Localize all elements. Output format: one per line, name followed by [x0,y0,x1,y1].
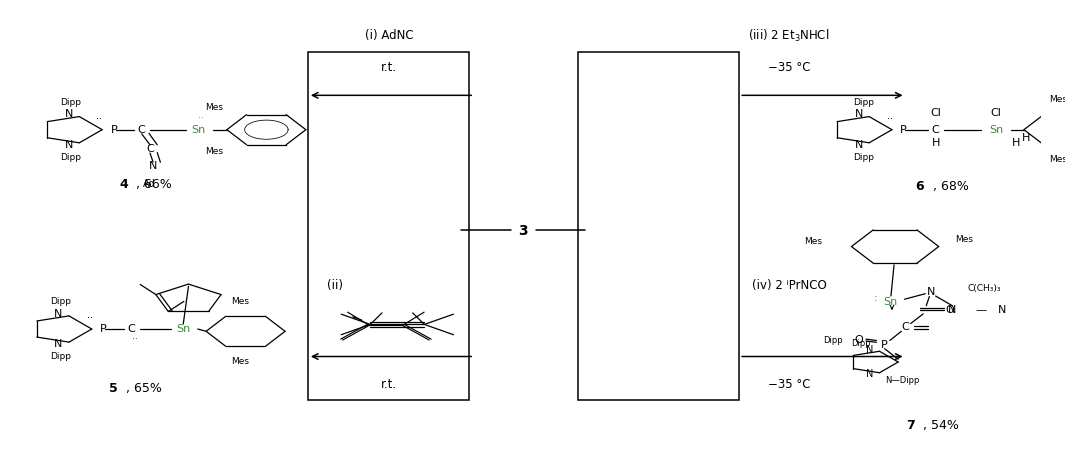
Text: N: N [928,287,936,297]
Text: (iv) 2 ⁱPrNCO: (iv) 2 ⁱPrNCO [752,279,826,292]
Text: Mes: Mes [231,297,249,306]
Text: C: C [932,124,939,135]
Text: H: H [1012,138,1020,148]
Text: C: C [146,144,153,154]
Text: Dipp: Dipp [61,98,82,106]
Text: Mes: Mes [231,356,249,366]
Text: N: N [854,140,863,150]
Text: Dipp: Dipp [823,337,843,345]
Text: ··: ·· [96,114,102,124]
Text: P: P [111,124,117,135]
Text: Mes: Mes [204,147,223,156]
Text: Dipp: Dipp [50,297,71,306]
Bar [308,52,469,400]
Text: N: N [65,140,73,150]
Text: Cl: Cl [990,108,1001,118]
Text: Mes: Mes [804,237,822,247]
Text: (i) AdNC: (i) AdNC [364,29,413,42]
Text: N: N [866,369,873,379]
Text: (iii) 2 Et$_3$NHCl: (iii) 2 Et$_3$NHCl [749,28,830,44]
Text: r.t.: r.t. [381,378,397,390]
Text: C: C [128,324,135,334]
Text: Dipp: Dipp [853,153,874,162]
Text: 7: 7 [906,419,915,432]
Text: Sn: Sn [988,124,1003,135]
Text: , 54%: , 54% [923,419,958,432]
Text: , 68%: , 68% [933,180,968,194]
Text: (ii): (ii) [327,279,343,292]
Text: Sn: Sn [176,324,191,334]
Text: Ad: Ad [143,179,155,189]
Text: Mes: Mes [1049,95,1065,105]
Text: , 66%: , 66% [136,178,173,191]
Text: N: N [854,109,863,119]
Text: 6: 6 [916,180,924,194]
Text: N—Dipp: N—Dipp [885,377,919,385]
Text: N: N [998,305,1006,315]
Text: :: : [873,293,878,303]
Text: −35 °C: −35 °C [768,378,810,390]
Text: −35 °C: −35 °C [768,61,810,74]
Text: ··: ·· [132,335,137,344]
Text: Mes: Mes [1049,155,1065,164]
Text: C: C [902,322,910,332]
Text: 4: 4 [119,178,129,191]
Text: P: P [100,324,106,334]
Text: Mes: Mes [204,103,223,112]
Text: 5: 5 [110,382,118,395]
Text: C: C [137,124,146,135]
Text: N: N [149,161,158,171]
Text: Cl: Cl [930,108,941,118]
Text: ··: ·· [887,114,892,124]
Text: N: N [866,345,873,355]
Text: N: N [65,109,73,119]
Text: N: N [948,305,956,315]
Text: Dipp: Dipp [852,338,871,348]
Text: Dipp: Dipp [61,153,82,162]
Text: N: N [54,308,63,319]
Text: ··: ·· [86,313,93,324]
Text: Sn: Sn [883,296,897,307]
Text: Dipp: Dipp [50,352,71,361]
Text: O: O [945,305,954,315]
Text: r.t.: r.t. [381,61,397,74]
Text: O: O [854,335,863,345]
Text: H: H [1022,133,1030,143]
Text: 3: 3 [519,224,528,237]
Text: , 65%: , 65% [126,382,162,395]
Text: ··: ·· [198,114,203,123]
Text: N: N [54,339,63,349]
Text: P: P [882,340,888,349]
Text: Sn: Sn [192,124,206,135]
Text: Dipp: Dipp [853,98,874,106]
Text: H: H [932,138,939,148]
Text: P: P [900,124,907,135]
Text: —: — [976,305,987,315]
Text: Mes: Mes [955,235,973,244]
Text: C(CH₃)₃: C(CH₃)₃ [968,284,1001,293]
Bar [578,52,739,400]
